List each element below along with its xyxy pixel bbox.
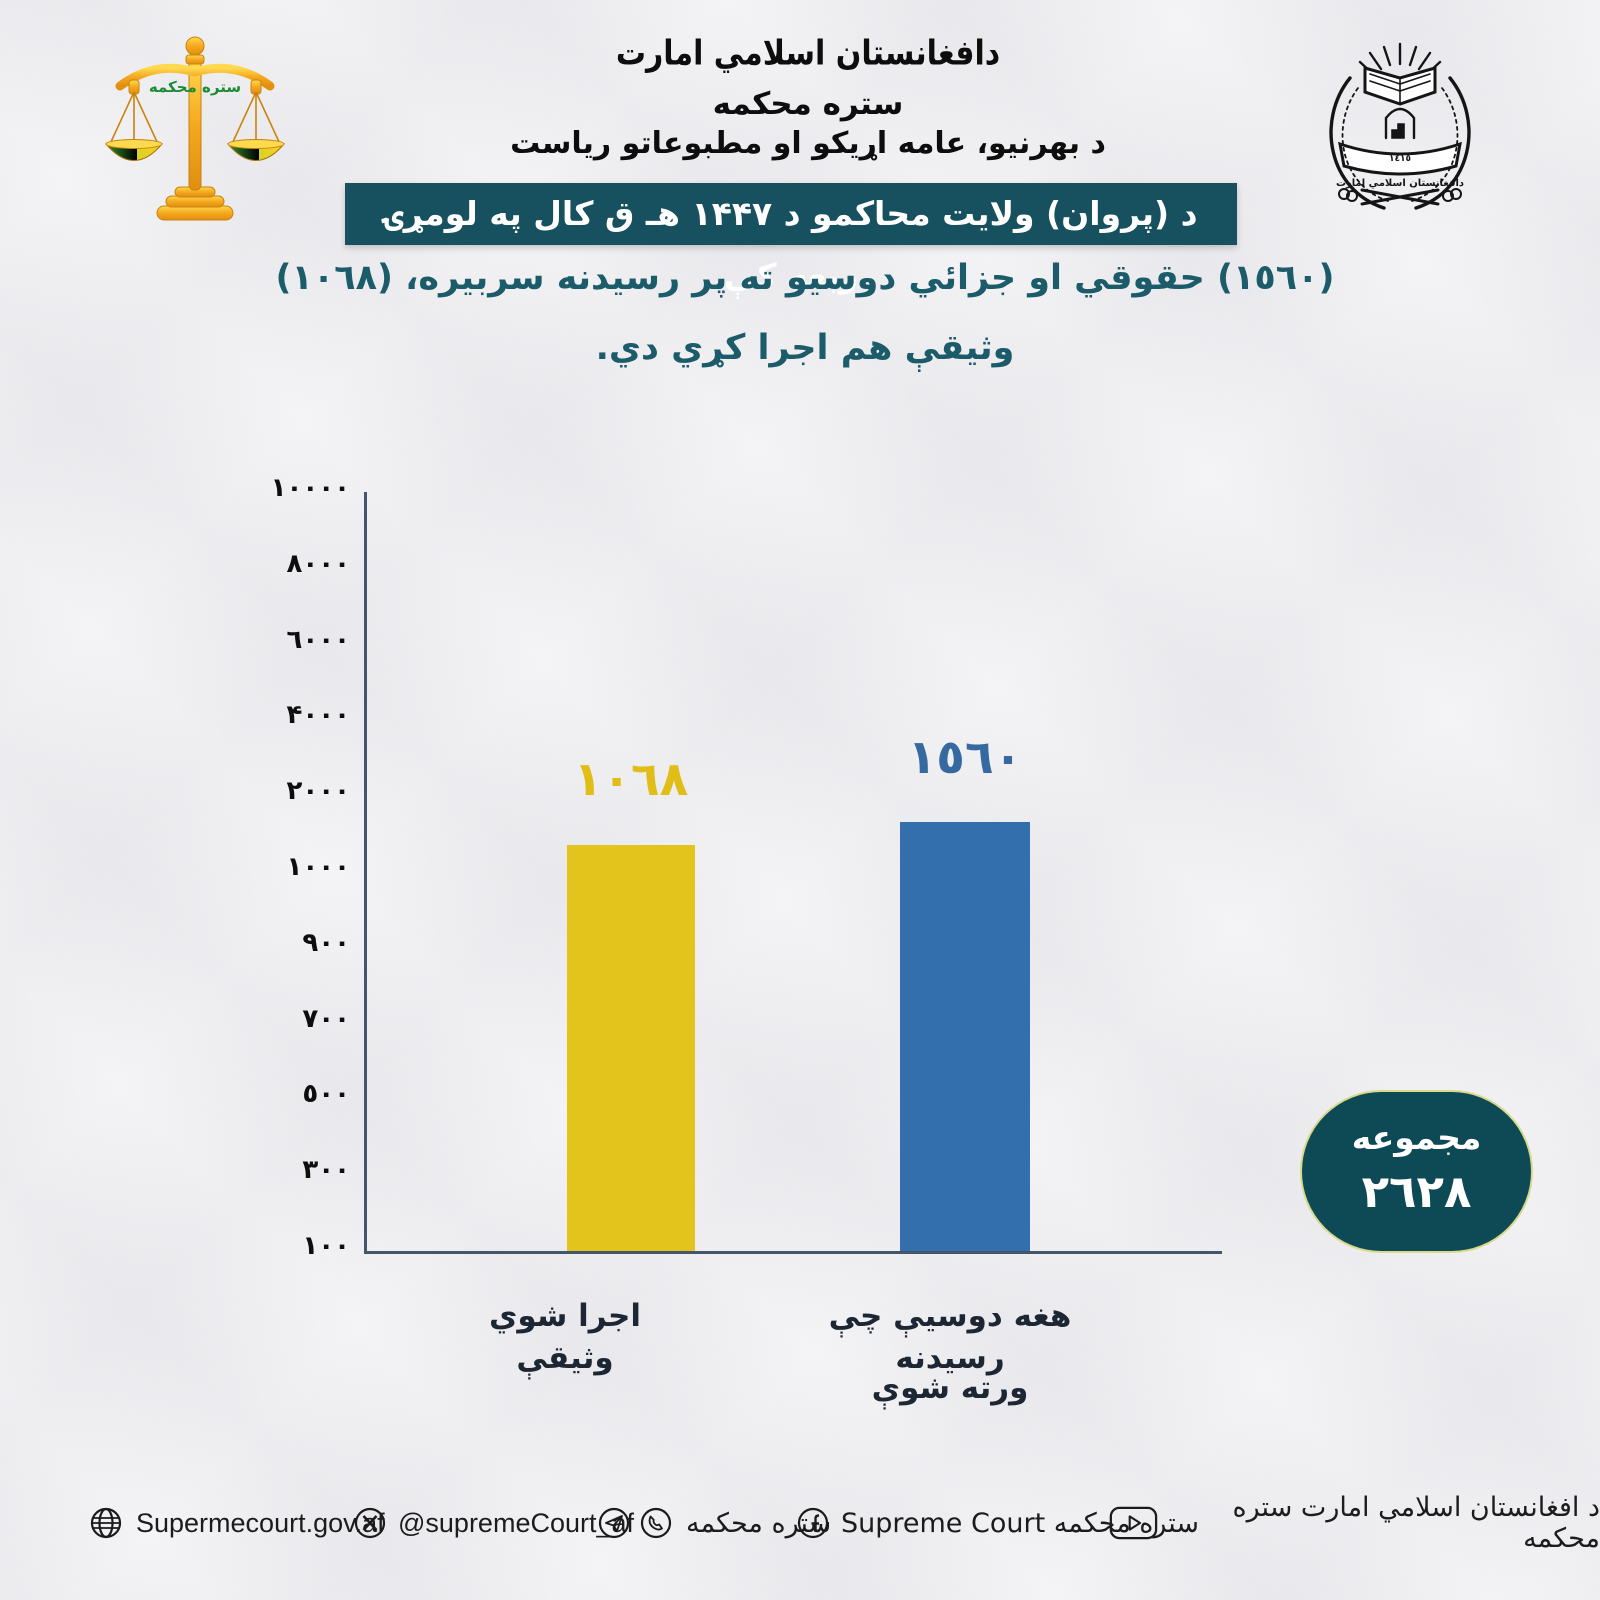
category-processed-cases-line2: ورته شوې [871, 1370, 1029, 1406]
title-banner: د (پروان) ولایت محاکمو د ۱۴۴۷ هـ ق کال پ… [345, 183, 1237, 295]
youtube-handle: د افغانستان اسلامي امارت ستره محکمه [1232, 1492, 1600, 1554]
total-badge: مجموعه ٢٦٢٨ [1300, 1090, 1533, 1253]
footer-website: Supermecourt.gov.af [88, 1500, 385, 1546]
emblem-icon: ١٤١٥ دافغانستان اسلامي امارت [1329, 42, 1471, 210]
x-twitter-icon [354, 1507, 386, 1539]
y-axis-line [364, 492, 367, 1252]
y-tick-900: ٩٠٠ [302, 928, 350, 958]
header-directorate: د بهرنیو، عامه اړیکو او مطبوعاتو ریاست [510, 126, 1106, 161]
subtitle-line2: وثیقې هم اجرا کړي دي. [595, 328, 1015, 368]
y-tick-10000: ١٠٠٠٠ [270, 473, 350, 503]
scales-of-justice-logo: ستره محکمه [100, 22, 290, 227]
emblem-date: ١٤١٥ [1389, 154, 1411, 164]
footer-facebook: ستره محکمه Supreme Court [795, 1500, 1199, 1546]
telegram-icon [598, 1507, 630, 1539]
footer-x: @supremeCourt_af [352, 1500, 634, 1546]
emirate-emblem: ١٤١٥ دافغانستان اسلامي امارت [1310, 38, 1490, 220]
header-supreme-court: ستره محکمه [712, 86, 904, 122]
header-calligraphy: دافغانستان اسلامي امارت [615, 33, 1001, 74]
y-tick-500: ٥٠٠ [302, 1079, 350, 1109]
bar-processed-cases [900, 822, 1030, 1251]
bar-executed-deeds [567, 845, 695, 1251]
facebook-icon [797, 1507, 829, 1539]
subtitle-line1: (١٥٦٠) حقوقي او جزائي دوسیو ته پر رسیدنه… [275, 258, 1335, 298]
footer-youtube: د افغانستان اسلامي امارت ستره محکمه [1108, 1492, 1600, 1554]
logo-text: ستره محکمه [149, 78, 241, 96]
total-label: مجموعه [1351, 1118, 1482, 1157]
category-executed-deeds: اجرا شوي وثیقې [488, 1298, 641, 1376]
y-tick-6000: ٦٠٠٠ [286, 625, 350, 655]
y-tick-300: ٣٠٠ [302, 1155, 350, 1185]
whatsapp-icon [640, 1507, 672, 1539]
y-tick-2000: ٢٠٠٠ [286, 776, 350, 806]
x-axis-line [364, 1251, 1222, 1254]
y-tick-4000: ۴٠٠٠ [286, 700, 350, 730]
globe-icon [90, 1507, 122, 1539]
bar-value-1068: ١٠٦٨ [573, 752, 689, 807]
telegram-whatsapp-handle: ستره محکمه [686, 1507, 832, 1539]
y-tick-100: ١٠٠ [302, 1231, 350, 1261]
emblem-calligraphy: دافغانستان اسلامي امارت [1336, 178, 1464, 189]
facebook-handle: ستره محکمه Supreme Court [841, 1507, 1200, 1539]
total-value: ٢٦٢٨ [1361, 1165, 1472, 1218]
x-handle: @supremeCourt_af [398, 1507, 635, 1538]
footer-telegram-whatsapp: ستره محکمه [596, 1500, 831, 1546]
title-banner-text: د (پروان) ولایت محاکمو د ۱۴۴۷ هـ ق کال پ… [384, 194, 1198, 295]
bar-value-1560: ١٥٦٠ [907, 730, 1023, 785]
youtube-icon [1109, 1506, 1158, 1540]
website-url: Supermecourt.gov.af [136, 1507, 385, 1538]
y-tick-8000: ٨٠٠٠ [286, 549, 350, 579]
scales-icon: ستره محکمه [104, 36, 286, 221]
y-tick-1000: ١٠٠٠ [286, 852, 350, 882]
y-tick-700: ٧٠٠ [302, 1004, 350, 1034]
category-processed-cases-line1: هغه دوسیې چې رسیدنه [828, 1298, 1072, 1376]
